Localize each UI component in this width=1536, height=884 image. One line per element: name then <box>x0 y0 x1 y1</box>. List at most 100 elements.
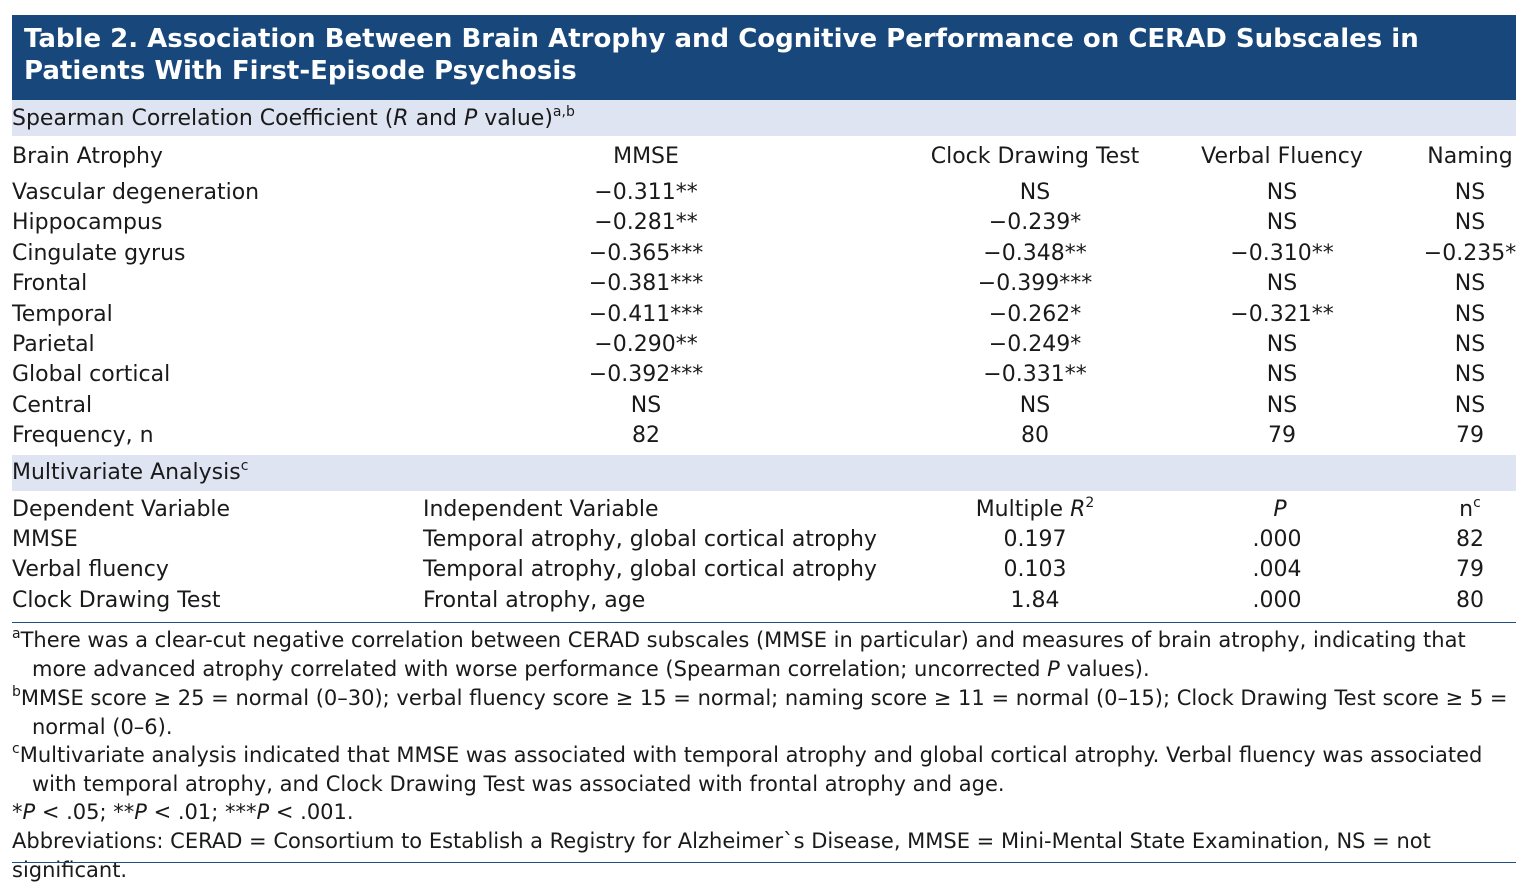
row-label: Cingulate gyrus <box>12 240 186 266</box>
text: P <box>1047 656 1060 681</box>
footnote-mark: c <box>1473 495 1481 511</box>
table-cell: 80 <box>1456 587 1484 613</box>
section-heading: Multivariate Analysisc <box>12 458 248 488</box>
text: R <box>393 106 409 131</box>
footnote: aThere was a clear-cut negative correlat… <box>12 626 1512 683</box>
table-cell: NS <box>1454 210 1486 236</box>
text: P <box>22 800 36 824</box>
table-title: Table 2. Association Between Brain Atrop… <box>12 15 1516 105</box>
table-cell: 82 <box>632 423 660 449</box>
rule <box>12 862 1516 863</box>
text: < .001. <box>269 800 354 824</box>
text: P <box>256 800 270 824</box>
column-header: Verbal Fluency <box>1201 144 1363 169</box>
table-cell: NS <box>1454 180 1486 205</box>
footnote: bMMSE score ≥ 25 = normal (0–30); verbal… <box>12 684 1512 741</box>
row-label: Frontal <box>12 271 88 297</box>
text: Multivariate Analysis <box>12 460 241 485</box>
section-band <box>12 455 1516 491</box>
row-label: Parietal <box>12 332 95 357</box>
text: R <box>1070 497 1086 522</box>
table-cell: Temporal atrophy, global cortical atroph… <box>423 557 877 583</box>
row-label: Verbal fluency <box>12 557 169 583</box>
table-cell: NS <box>1266 271 1298 297</box>
table-cell: −0.381*** <box>588 271 704 297</box>
text: value) <box>477 106 553 131</box>
table-cell: 1.84 <box>1010 587 1060 613</box>
row-label: Hippocampus <box>12 210 163 236</box>
table-cell: NS <box>1019 392 1051 418</box>
text: and <box>408 106 464 131</box>
table-cell: NS <box>1266 210 1298 236</box>
table-cell: 80 <box>1021 423 1049 449</box>
text: < .05; ** <box>35 800 135 824</box>
text: Multivariate analysis indicated that MMS… <box>19 743 1483 796</box>
column-header: MMSE <box>613 144 679 169</box>
table-cell: −0.348** <box>983 240 1087 266</box>
table-cell: −0.239* <box>988 210 1082 236</box>
row-label: Global cortical <box>12 362 171 388</box>
footnote-mark: b <box>12 684 21 700</box>
table-cell: 79 <box>1456 557 1484 583</box>
column-header: Dependent Variable <box>12 497 231 522</box>
rule <box>12 622 1516 623</box>
column-header: nc <box>1459 495 1481 525</box>
table-cell: Frontal atrophy, age <box>423 587 646 613</box>
row-label: Central <box>12 392 93 418</box>
row-label: Temporal <box>12 301 113 327</box>
section-band <box>12 100 1516 136</box>
table-cell: NS <box>1454 332 1486 357</box>
table-cell: NS <box>1266 362 1298 388</box>
text: Spearman Correlation Coefficient ( <box>12 106 394 131</box>
table-cell: −0.262* <box>988 301 1082 327</box>
table-cell: NS <box>1266 332 1298 357</box>
table-cell: −0.321** <box>1230 301 1334 327</box>
row-label: Vascular degeneration <box>12 180 260 205</box>
row-label: Clock Drawing Test <box>12 587 221 613</box>
text: n <box>1459 497 1474 522</box>
table-cell: −0.392*** <box>588 362 704 388</box>
text: 2 <box>1085 495 1095 511</box>
table-cell: −0.235* <box>1423 240 1517 266</box>
text: values). <box>1059 656 1150 681</box>
row-label: Frequency, n <box>12 423 154 449</box>
column-header: Naming <box>1427 144 1513 169</box>
table-cell: −0.399*** <box>977 271 1093 297</box>
text: P <box>463 106 478 131</box>
table-cell: .000 <box>1252 527 1302 552</box>
table-cell: 0.103 <box>1003 557 1067 583</box>
section-heading: Spearman Correlation Coefficient (R and … <box>12 104 575 134</box>
table-cell: NS <box>1266 392 1298 418</box>
table-cell: NS <box>1266 180 1298 205</box>
table-cell: 79 <box>1456 423 1484 449</box>
footnote-mark: a,b <box>552 104 575 120</box>
footnote-mark: c <box>12 741 20 757</box>
column-header: Multiple R2 <box>976 495 1095 525</box>
table-cell: .004 <box>1252 557 1302 583</box>
table-cell: Temporal atrophy, global cortical atroph… <box>423 527 877 552</box>
column-header: Brain Atrophy <box>12 144 163 169</box>
table-cell: NS <box>1454 392 1486 418</box>
column-header: Independent Variable <box>423 497 659 522</box>
table-cell: NS <box>1454 271 1486 297</box>
text: There was a clear-cut negative correlati… <box>20 628 1466 681</box>
column-header: P <box>1273 495 1286 525</box>
table-cell: −0.310** <box>1230 240 1334 266</box>
footnote-mark: a <box>12 626 21 642</box>
table-cell: −0.311** <box>594 180 698 205</box>
footnote: Abbreviations: CERAD = Consortium to Est… <box>12 829 1431 882</box>
row-label: MMSE <box>12 527 78 552</box>
table-cell: 79 <box>1268 423 1296 449</box>
text: P <box>134 800 147 824</box>
text: < .01; *** <box>146 800 257 824</box>
table-cell: −0.331** <box>983 362 1087 388</box>
table-cell: 82 <box>1456 527 1484 552</box>
footnote: cMultivariate analysis indicated that MM… <box>12 741 1512 798</box>
table-cell: −0.281** <box>594 210 698 236</box>
column-header: Clock Drawing Test <box>930 144 1140 169</box>
table-cell: 0.197 <box>1003 527 1067 552</box>
text: Multiple <box>975 497 1071 522</box>
table-cell: NS <box>1454 301 1486 327</box>
text: P <box>1273 497 1287 522</box>
